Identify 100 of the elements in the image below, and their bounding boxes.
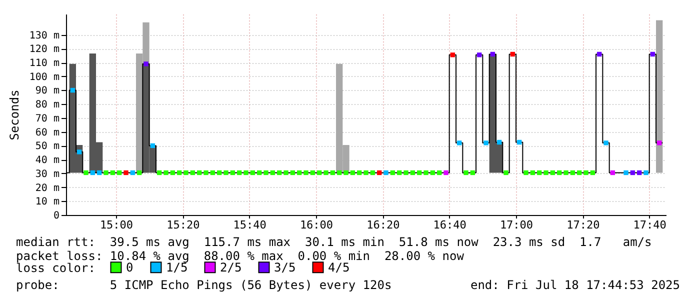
point [290,170,296,176]
point [270,170,276,176]
point [436,170,442,176]
point [450,52,456,58]
point [410,170,416,176]
point [76,150,82,154]
point [576,170,582,176]
point [544,170,548,176]
y-tick-label: 0 [53,210,60,222]
point [644,170,648,176]
x-tick-label: 15:40 [233,218,266,232]
y-tick-label: 60 m [35,127,60,138]
point [124,170,128,176]
point [150,143,156,148]
point [390,170,396,176]
legend-label: 4/5 [328,260,350,274]
x-tick-label: 15:20 [166,218,200,232]
point [504,170,508,176]
y-tick-label: 50 m [35,141,60,152]
x-tick-label: 15:00 [100,218,134,232]
point [536,170,542,176]
y-axis-title: Seconds [7,90,22,140]
point [416,170,422,176]
point [470,170,476,176]
text: packet loss: 10.84 % avg 88.00 % max 0.00 % min 28.00 % now [16,249,464,263]
point [210,170,216,176]
point [376,170,382,176]
point [484,140,488,146]
point [276,170,282,176]
point [84,170,88,176]
text: end: Fri Jul 18 17:44:53 2025 [470,278,680,292]
point [464,170,468,176]
bar [656,20,663,173]
point [656,140,662,146]
point [250,170,256,176]
point [204,170,208,176]
point [256,170,262,176]
point [350,170,356,176]
legend-label: 2/5 [220,260,242,274]
point [304,170,308,176]
point [330,170,336,176]
point [550,170,556,176]
point [584,170,588,176]
point [310,170,316,176]
point [170,170,176,176]
point [596,52,602,57]
point [650,52,656,57]
point [244,170,248,176]
point [396,170,402,176]
point [136,170,142,176]
point [570,170,576,176]
legend-label: 3/5 [274,260,296,274]
point [230,170,236,176]
point [264,170,268,176]
point [356,170,362,176]
x-tick-label: 17:40 [633,218,666,232]
point [296,170,302,176]
point [404,170,408,176]
point [116,170,122,176]
point [490,52,496,57]
y-tick-label: 70 m [35,113,60,124]
point [104,170,108,176]
point [70,88,76,93]
x-tick-label: 16:20 [366,218,400,232]
y-tick-label: 10 m [35,196,60,208]
legend-label: 0 [126,260,134,274]
y-tick-label: 100 m [29,72,60,83]
point [156,170,162,176]
x-tick-label: 17:20 [566,218,600,232]
point [590,170,596,176]
y-tick-label: 130 m [29,30,60,42]
point [176,170,182,176]
point [636,170,642,176]
point [384,170,388,176]
point [224,170,228,176]
point [370,170,376,176]
point [624,170,628,176]
point [90,170,96,176]
point [424,170,428,176]
point [444,170,448,176]
x-tick-label: 17:00 [500,218,534,232]
point [564,170,568,176]
point [524,170,528,176]
text: median rtt: 39.5 ms avg 115.7 ms max 30.1 ms min 51.8 ms now 23.3 ms sd 1.7 am/s [16,235,652,249]
point [530,170,536,176]
y-tick-label: 80 m [35,100,60,111]
legend-title: loss color: [16,261,96,275]
point [496,140,502,145]
point [430,170,436,176]
y-tick-label: 110 m [29,58,60,70]
point [324,170,328,176]
point [476,52,482,58]
point [316,170,322,176]
point [456,140,462,146]
point [630,170,636,176]
point [190,170,196,176]
point [236,170,242,176]
point [216,170,222,176]
text: probe: 5 ICMP Echo Pings (56 Bytes) every 120s [16,278,392,292]
y-tick-label: 120 m [29,44,60,56]
